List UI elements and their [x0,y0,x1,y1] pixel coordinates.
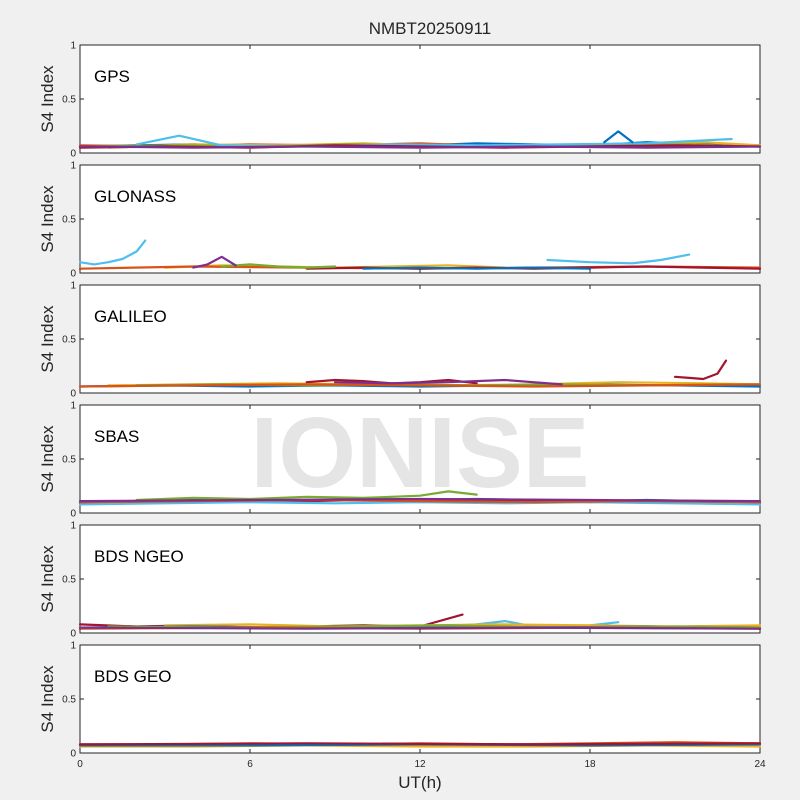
series-line [362,266,592,270]
panel-gps: 0 0.5 1 GPS S4 Index [38,41,762,160]
series-line [78,383,762,388]
y-axis-label: S4 Index [38,185,57,253]
y-tick-label: 0.5 [62,695,76,706]
panel-glonass: 0 0.5 1 GLONASS S4 Index [38,161,762,280]
series-line [220,263,337,269]
y-axis-label: S4 Index [38,65,57,133]
chart-title: NMBT20250911 [369,19,492,38]
panel-frame [79,44,761,154]
x-tick-label: 0 [77,759,83,770]
panel-label: GALILEO [94,307,167,326]
x-axis-label: UT(h) [398,773,441,792]
panel-label: GPS [94,67,130,86]
panel-bds-geo: 0 0.5 1 BDS GEO S4 Index [38,641,762,760]
y-tick-label: 0.5 [62,95,76,106]
y-tick-label: 1 [70,41,76,52]
x-tick-label: 18 [584,759,596,770]
panel-bds-ngeo: 0 0.5 1 BDS NGEO S4 Index [38,521,762,640]
x-axis-ticks: 0 6 12 18 24 [77,759,766,770]
series-line [333,378,563,386]
y-axis-label: S4 Index [38,425,57,493]
series-line [78,742,762,746]
series-line [78,626,762,630]
x-tick-label: 6 [247,759,253,770]
y-tick-label: 0.5 [62,215,76,226]
y-axis-label: S4 Index [38,305,57,373]
panel-label: SBAS [94,427,139,446]
y-tick-label: 0.5 [62,455,76,466]
y-tick-label: 0 [70,149,76,160]
y-tick-label: 1 [70,521,76,532]
watermark: IONISE [251,397,590,509]
panel-label: BDS GEO [94,667,171,686]
series-line [192,255,237,269]
series-line [546,253,691,265]
y-tick-label: 1 [70,161,76,172]
panel-frame [79,164,761,274]
series-line [603,130,634,144]
panel-sbas: 0 0.5 1 SBAS S4 Index [38,401,762,520]
x-tick-label: 12 [414,759,426,770]
y-tick-label: 1 [70,401,76,412]
panel-galileo: 0 0.5 1 GALILEO S4 Index [38,281,762,400]
panels-group: 0 0.5 1 GPS S4 Index 0 0.5 1 GLONASS S4 Index 0 0.5… [38,41,762,760]
panel-frame [79,284,761,394]
series-line [673,359,728,381]
y-tick-label: 0.5 [62,575,76,586]
y-tick-label: 0 [70,629,76,640]
y-tick-label: 0 [70,389,76,400]
y-tick-label: 0 [70,269,76,280]
y-tick-label: 1 [70,641,76,652]
y-tick-label: 0 [70,749,76,760]
series-line [135,490,478,502]
y-axis-label: S4 Index [38,665,57,733]
panel-label: GLONASS [94,187,176,206]
y-tick-label: 0.5 [62,335,76,346]
y-tick-label: 1 [70,281,76,292]
x-tick-label: 24 [754,759,766,770]
panel-frame [79,644,761,754]
series-line [78,239,147,266]
panel-frame [79,524,761,634]
series-line [135,134,733,148]
series-line [78,145,762,149]
y-tick-label: 0 [70,509,76,520]
panel-label: BDS NGEO [94,547,184,566]
series-line [78,497,762,503]
y-axis-label: S4 Index [38,545,57,613]
